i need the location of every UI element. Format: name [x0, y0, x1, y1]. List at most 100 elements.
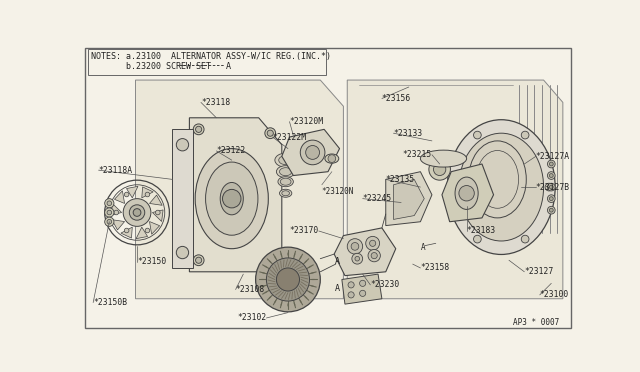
Text: *23118A: *23118A [99, 166, 132, 174]
Circle shape [365, 236, 380, 250]
Circle shape [371, 253, 378, 259]
Circle shape [355, 256, 360, 261]
Circle shape [549, 174, 553, 177]
Circle shape [223, 189, 241, 208]
Polygon shape [334, 228, 396, 276]
Polygon shape [442, 164, 493, 222]
Circle shape [547, 160, 555, 168]
Circle shape [105, 199, 114, 208]
Text: *23127B: *23127B [536, 183, 570, 192]
Circle shape [547, 183, 555, 191]
Circle shape [193, 124, 204, 135]
Text: *23100: *23100 [540, 291, 569, 299]
Text: *23127A: *23127A [536, 152, 570, 161]
Circle shape [255, 247, 320, 312]
Polygon shape [136, 80, 344, 299]
Circle shape [547, 195, 555, 202]
Circle shape [549, 162, 553, 166]
Circle shape [145, 192, 150, 197]
Polygon shape [348, 80, 563, 299]
Circle shape [306, 145, 319, 159]
Ellipse shape [280, 178, 291, 185]
Circle shape [429, 158, 451, 180]
Circle shape [549, 197, 553, 201]
Ellipse shape [276, 166, 295, 178]
Text: A: A [420, 243, 425, 252]
Circle shape [276, 268, 300, 291]
Circle shape [196, 126, 202, 132]
Ellipse shape [278, 177, 293, 187]
Text: AP3 * 0007: AP3 * 0007 [513, 318, 559, 327]
Ellipse shape [220, 183, 243, 215]
Circle shape [267, 130, 273, 136]
Text: NOTES: a.23100  ALTERNATOR ASSY-W/IC REG.(INC.*): NOTES: a.23100 ALTERNATOR ASSY-W/IC REG.… [91, 52, 331, 61]
Circle shape [266, 258, 310, 301]
Circle shape [196, 257, 202, 263]
Polygon shape [152, 210, 163, 221]
Circle shape [368, 250, 380, 262]
Circle shape [348, 292, 354, 298]
Circle shape [133, 209, 141, 217]
Text: *23150B: *23150B [93, 298, 127, 307]
Circle shape [124, 192, 129, 197]
Polygon shape [189, 118, 282, 272]
Circle shape [269, 257, 276, 263]
Polygon shape [386, 172, 432, 225]
Text: *23215: *23215 [403, 150, 432, 159]
Circle shape [348, 239, 363, 254]
Circle shape [521, 131, 529, 139]
Polygon shape [150, 195, 162, 205]
Ellipse shape [280, 189, 292, 197]
Text: *23158: *23158 [420, 263, 450, 272]
Text: *23122: *23122 [216, 147, 246, 155]
Text: *23183: *23183 [467, 227, 496, 235]
Circle shape [123, 199, 151, 226]
Text: *23133: *23133 [394, 129, 422, 138]
Text: *23135: *23135 [386, 175, 415, 184]
Polygon shape [112, 220, 125, 230]
Text: *23120M: *23120M [289, 117, 324, 126]
Text: A: A [335, 257, 340, 266]
Bar [88, 49, 326, 76]
Ellipse shape [279, 155, 292, 165]
Polygon shape [394, 179, 424, 219]
Polygon shape [111, 203, 122, 215]
Circle shape [521, 235, 529, 243]
Circle shape [129, 205, 145, 220]
Circle shape [105, 217, 114, 226]
Circle shape [351, 243, 359, 250]
Circle shape [549, 208, 553, 212]
Polygon shape [150, 222, 159, 234]
Text: *23156: *23156 [382, 94, 411, 103]
Circle shape [360, 290, 365, 296]
Circle shape [433, 163, 446, 176]
Ellipse shape [325, 154, 339, 163]
Ellipse shape [280, 168, 292, 176]
Circle shape [547, 206, 555, 214]
Text: A: A [335, 284, 340, 293]
Ellipse shape [420, 150, 467, 167]
Circle shape [549, 185, 553, 189]
Polygon shape [282, 129, 340, 176]
Circle shape [107, 201, 111, 206]
Circle shape [352, 253, 363, 264]
Circle shape [474, 235, 481, 243]
Circle shape [124, 228, 129, 233]
Ellipse shape [455, 177, 478, 209]
Circle shape [176, 246, 189, 259]
Circle shape [176, 139, 189, 151]
Text: *23118: *23118 [201, 98, 230, 107]
Circle shape [107, 219, 111, 224]
Polygon shape [136, 227, 148, 239]
Circle shape [114, 210, 118, 215]
Text: *23245: *23245 [363, 194, 392, 203]
Ellipse shape [447, 120, 555, 254]
Circle shape [545, 183, 553, 191]
Text: *23102: *23102 [237, 314, 266, 323]
Text: *23127: *23127 [524, 267, 554, 276]
Text: *23108: *23108 [236, 285, 265, 294]
Circle shape [474, 131, 481, 139]
Circle shape [145, 228, 150, 233]
Ellipse shape [459, 133, 543, 241]
Text: *23120N: *23120N [322, 187, 354, 196]
